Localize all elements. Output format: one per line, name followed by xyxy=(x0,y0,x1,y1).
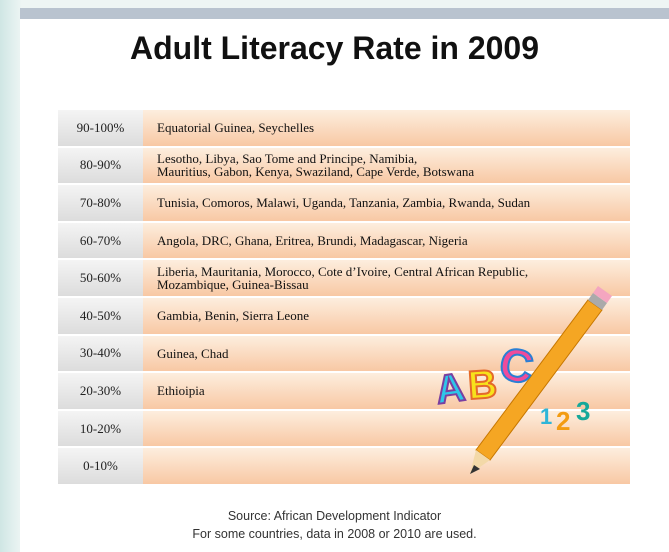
art-digit: 1 xyxy=(540,404,552,429)
source-line: For some countries, data in 2008 or 2010… xyxy=(0,525,669,543)
source: Source: African Development Indicator Fo… xyxy=(0,507,669,543)
decoration: A B C 1 2 3 xyxy=(0,0,669,552)
page: Adult Literacy Rate in 2009 90-100%Equat… xyxy=(0,0,669,552)
art-digit: 3 xyxy=(576,396,590,426)
art-letter: B xyxy=(467,362,499,408)
art-letter: A xyxy=(433,365,468,413)
art-digit: 2 xyxy=(556,406,570,436)
source-line: Source: African Development Indicator xyxy=(0,507,669,525)
